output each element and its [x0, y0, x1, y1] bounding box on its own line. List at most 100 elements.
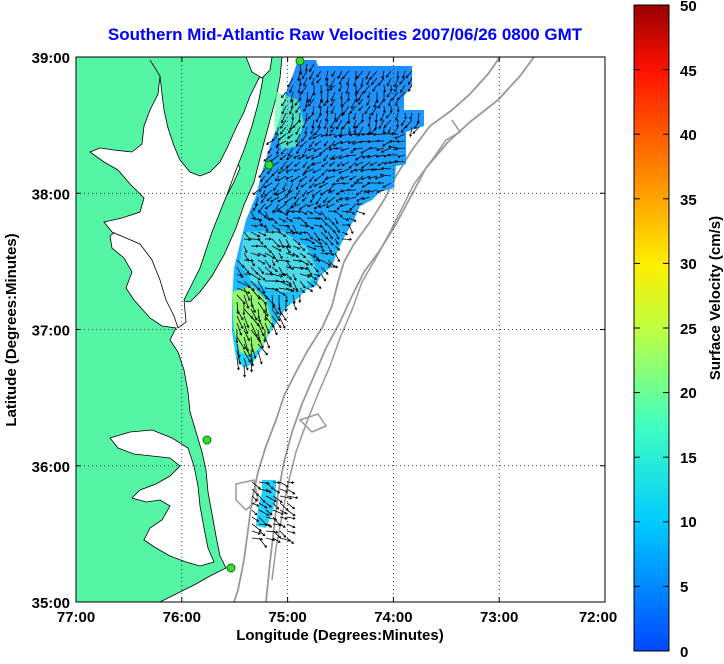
velocity-arrow	[390, 132, 399, 136]
velocity-arrow	[336, 161, 343, 167]
velocity-arrow	[301, 196, 308, 202]
velocity-arrow	[380, 166, 392, 170]
velocity-arrow	[286, 530, 296, 535]
velocity-arrow	[271, 322, 278, 336]
velocity-arrow	[265, 495, 277, 502]
velocity-strong-patch	[232, 286, 272, 356]
velocity-arrow	[313, 182, 322, 187]
velocity-arrow	[306, 231, 313, 240]
velocity-arrow	[304, 63, 308, 72]
velocity-arrow	[276, 140, 287, 147]
velocity-arrow	[264, 252, 276, 259]
velocity-arrow	[271, 133, 280, 142]
velocity-arrow	[281, 91, 287, 99]
map-title: Southern Mid-Atlantic Raw Velocities 200…	[108, 25, 583, 44]
velocity-arrow	[381, 70, 385, 80]
colorbar-ticks	[634, 4, 669, 652]
velocity-arrow	[363, 189, 371, 193]
velocity-arrow	[292, 287, 299, 292]
velocity-arrow	[286, 495, 299, 500]
velocity-arrow	[393, 147, 406, 151]
velocity-arrow	[320, 245, 325, 253]
velocity-arrow	[306, 224, 314, 230]
velocity-arrow	[293, 196, 301, 206]
velocity-arrow	[279, 509, 288, 515]
velocity-arrow	[354, 161, 364, 167]
velocity-arrow	[273, 189, 280, 196]
velocity-arrow	[335, 112, 343, 123]
velocity-arrow	[280, 161, 287, 171]
velocity-arrow	[389, 139, 399, 143]
velocity-arrow	[299, 266, 309, 270]
velocity-arrow	[251, 495, 258, 502]
velocity-arrow	[400, 119, 406, 127]
velocity-arrow	[320, 259, 331, 266]
velocity-arrow	[306, 273, 318, 280]
velocity-arrow	[348, 161, 357, 169]
velocity-arrow	[325, 105, 329, 114]
velocity-arrow	[243, 266, 250, 274]
velocity-arrow	[296, 140, 301, 147]
velocity-arrow	[341, 237, 353, 241]
velocity-arrow-field	[235, 63, 420, 549]
velocity-arrow	[250, 231, 261, 238]
velocity-arrow	[334, 238, 339, 245]
velocity-arrow	[265, 523, 273, 528]
velocity-arrow	[271, 308, 281, 322]
velocity-arrow	[361, 154, 371, 159]
velocity-arrow	[353, 181, 364, 185]
velocity-arrow	[388, 98, 392, 107]
velocity-arrow	[277, 133, 287, 141]
velocity-arrow	[251, 516, 260, 522]
velocity-arrow	[285, 217, 293, 222]
velocity-arrow	[309, 140, 315, 148]
velocity-arrow	[307, 147, 315, 151]
velocity-arrow	[272, 509, 284, 515]
velocity-arrow	[313, 266, 319, 273]
velocity-arrow	[408, 77, 413, 85]
velocity-arrow	[405, 70, 413, 79]
velocity-arrow	[414, 119, 420, 130]
velocity-arrow	[375, 154, 385, 158]
velocity-arrow	[274, 175, 280, 182]
velocity-arrow	[293, 168, 301, 172]
velocity-arrow	[350, 98, 357, 110]
velocity-arrow	[295, 133, 301, 143]
velocity-arrow	[302, 161, 308, 168]
velocity-arrow	[285, 231, 296, 235]
velocity-arrow	[243, 329, 250, 342]
velocity-arrow	[292, 252, 299, 258]
velocity-arrow	[292, 245, 301, 250]
velocity-arrow	[250, 308, 258, 321]
velocity-arrow	[324, 175, 336, 180]
x-tick-label: 72:00	[579, 609, 617, 626]
velocity-arrow	[287, 133, 294, 139]
colorbar-tick-label: 35	[680, 192, 697, 209]
velocity-arrow	[314, 140, 322, 146]
velocity-arrow	[285, 161, 294, 169]
velocity-arrow	[243, 364, 247, 378]
velocity-arrow	[334, 210, 343, 218]
velocity-arrow	[286, 502, 296, 510]
velocity-arrow	[264, 203, 273, 210]
y-tick-label: 37:00	[32, 323, 70, 340]
velocity-arrow	[339, 203, 350, 208]
velocity-arrow	[404, 112, 407, 120]
velocity-arrow	[380, 147, 392, 153]
velocity-arrow	[250, 224, 258, 228]
velocity-arrow	[299, 252, 307, 259]
velocity-arrow	[342, 223, 351, 227]
velocity-arrow	[338, 77, 343, 86]
velocity-arrow	[292, 231, 303, 235]
velocity-arrow	[285, 140, 294, 145]
velocity-arrow	[302, 70, 308, 80]
velocity-arrow	[356, 196, 364, 202]
velocity-arrow	[371, 77, 378, 86]
velocity-arrow	[336, 119, 343, 130]
velocity-arrow	[366, 77, 371, 86]
velocity-arrow	[356, 202, 364, 206]
velocity-arrow	[299, 231, 307, 234]
velocity-arrow	[338, 84, 343, 92]
velocity-arrow	[265, 530, 279, 534]
velocity-arrow	[242, 301, 246, 316]
